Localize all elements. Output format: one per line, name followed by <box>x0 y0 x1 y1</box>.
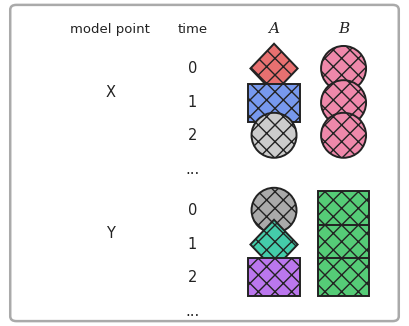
Polygon shape <box>250 220 298 269</box>
Text: ...: ... <box>185 162 199 177</box>
Text: 2: 2 <box>188 270 197 285</box>
Ellipse shape <box>321 113 366 158</box>
Polygon shape <box>250 44 298 93</box>
Text: 0: 0 <box>188 203 197 218</box>
Text: B: B <box>338 22 349 36</box>
FancyBboxPatch shape <box>10 5 399 321</box>
Text: ...: ... <box>185 304 199 319</box>
FancyBboxPatch shape <box>318 225 369 264</box>
Text: 2: 2 <box>188 128 197 143</box>
Ellipse shape <box>321 80 366 125</box>
Text: model point: model point <box>70 23 151 36</box>
FancyBboxPatch shape <box>248 83 300 122</box>
FancyBboxPatch shape <box>318 258 369 296</box>
Ellipse shape <box>321 46 366 91</box>
Ellipse shape <box>252 188 297 233</box>
Ellipse shape <box>252 113 297 158</box>
Text: 1: 1 <box>188 95 197 110</box>
Text: X: X <box>106 85 115 100</box>
Text: time: time <box>177 23 207 36</box>
Text: 1: 1 <box>188 237 197 252</box>
Text: A: A <box>269 22 279 36</box>
FancyBboxPatch shape <box>318 191 369 230</box>
Text: 0: 0 <box>188 61 197 76</box>
Text: Y: Y <box>106 226 115 241</box>
FancyBboxPatch shape <box>248 258 300 296</box>
